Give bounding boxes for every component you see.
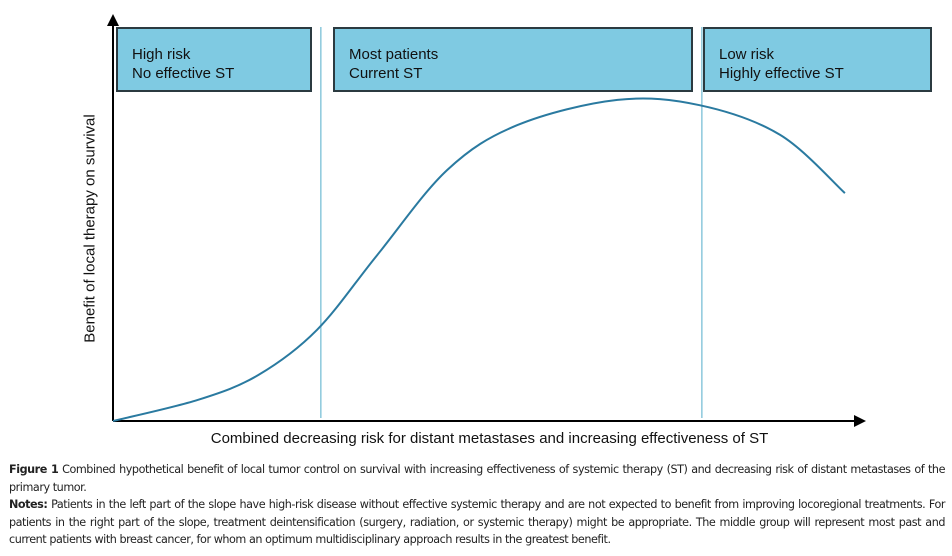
region-label: Most patients [349,46,439,63]
x-axis-label: Combined decreasing risk for distant met… [210,430,769,447]
figure-label: Figure 1 [9,463,59,476]
benefit-curve [112,97,846,422]
notes-label: Notes: [9,498,48,511]
region-sublabel: Highly effective ST [719,65,844,82]
region-box-low-risk: Low risk Highly effective ST [703,27,932,92]
region-sublabel: No effective ST [132,65,235,82]
region-sublabel: Current ST [349,65,423,82]
region-label: High risk [132,46,191,63]
y-axis-label: Benefit of local therapy on survival [81,114,99,343]
x-axis-arrow [854,415,866,427]
y-axis-arrow [107,14,119,26]
figure-text: Combined hypothetical benefit of local t… [9,463,945,494]
region-box-most-patients: Most patients Current ST [333,27,693,92]
notes-text: Patients in the left part of the slope h… [9,498,945,546]
region-label: Low risk [719,46,775,63]
region-box-high-risk: High risk No effective ST [116,27,312,92]
figure-caption: Figure 1 Combined hypothetical benefit o… [9,461,945,549]
